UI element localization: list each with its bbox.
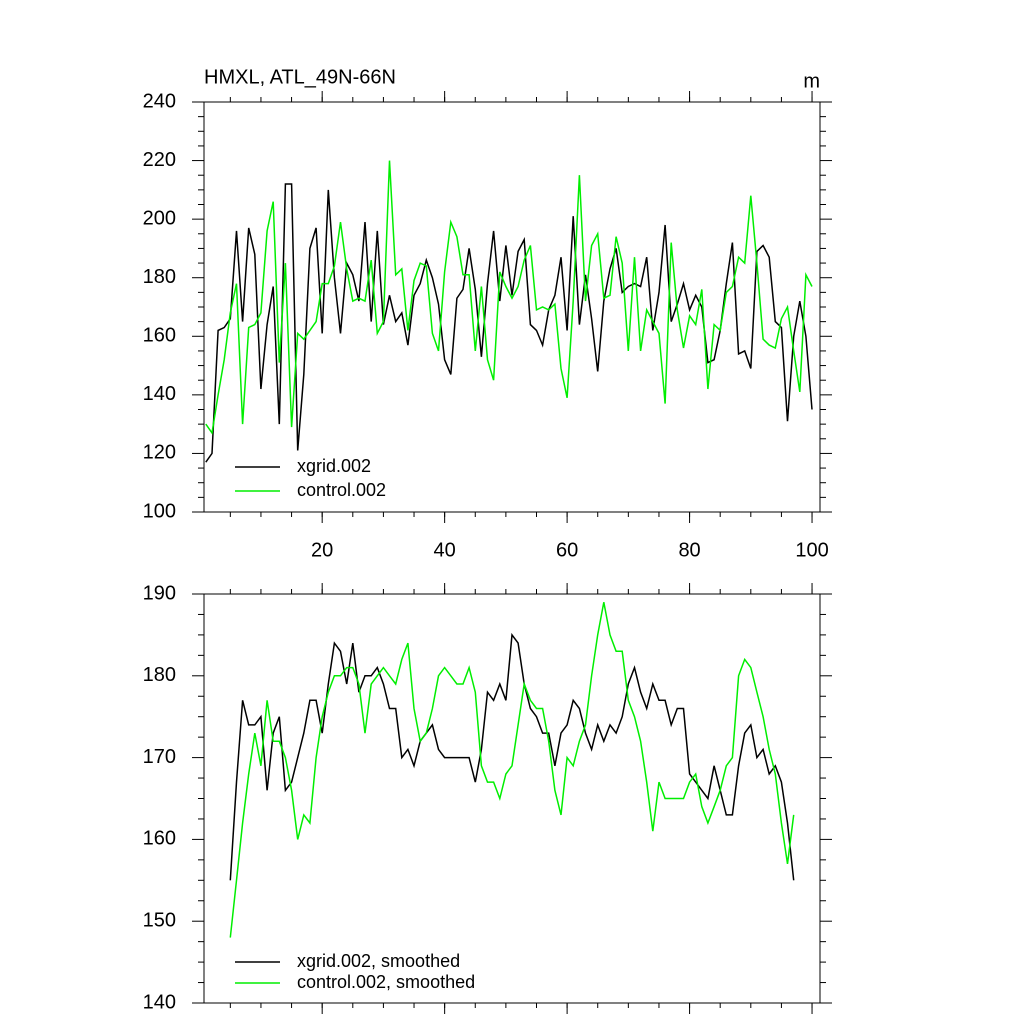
y-tick-label: 140 xyxy=(143,991,176,1013)
y-tick-label: 160 xyxy=(143,325,176,347)
units-label: m xyxy=(803,70,820,92)
series-line xyxy=(229,602,795,938)
series-line xyxy=(205,160,813,435)
legend-label: xgrid.002, smoothed xyxy=(297,951,460,971)
chart-title: HMXL, ATL_49N-66N xyxy=(204,66,396,88)
x-tick-label: 80 xyxy=(678,539,700,561)
x-tick-label: 20 xyxy=(311,539,333,561)
x-tick-label: 100 xyxy=(795,539,828,561)
legend-label: xgrid.002 xyxy=(297,456,371,476)
y-tick-label: 180 xyxy=(143,664,176,686)
y-tick-label: 100 xyxy=(143,500,176,522)
y-tick-label: 190 xyxy=(143,582,176,604)
plot-frame xyxy=(203,101,821,513)
y-tick-label: 140 xyxy=(143,383,176,405)
y-tick-label: 240 xyxy=(143,90,176,112)
series-line xyxy=(229,632,795,881)
y-tick-label: 160 xyxy=(143,828,176,850)
y-tick-label: 200 xyxy=(143,207,176,229)
x-tick-label: 60 xyxy=(556,539,578,561)
plot-frame xyxy=(203,593,821,1004)
y-tick-label: 120 xyxy=(143,442,176,464)
y-tick-label: 170 xyxy=(143,746,176,768)
y-tick-label: 150 xyxy=(143,909,176,931)
legend-label: control.002 xyxy=(297,480,386,500)
x-tick-label: 40 xyxy=(434,539,456,561)
y-tick-label: 180 xyxy=(143,266,176,288)
legend-label: control.002, smoothed xyxy=(297,972,475,992)
y-tick-label: 220 xyxy=(143,149,176,171)
